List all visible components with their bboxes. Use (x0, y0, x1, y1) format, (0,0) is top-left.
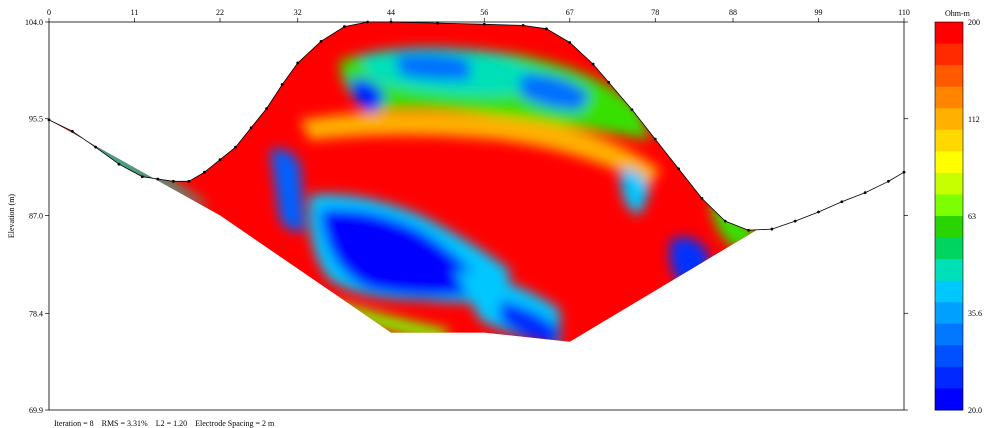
electrode-dot (793, 219, 797, 223)
colorbar-tick-label: 35.6 (968, 309, 982, 318)
colorbar-swatch (935, 345, 963, 368)
electrode-dot (630, 108, 634, 112)
electrode-dot (700, 196, 704, 200)
electrode-dot (902, 170, 906, 174)
colorbar-swatch (935, 259, 963, 282)
x-tick-label: 78 (651, 8, 659, 17)
electrode-dot (265, 107, 269, 110)
electrode-dot (249, 126, 253, 130)
y-axis-title: Elevation (m) (7, 194, 16, 239)
x-axis-ticks: 0 11 22 32 44 56 67 78 88 99 110 (47, 8, 910, 22)
y-tick-label: 87.0 (29, 211, 43, 220)
x-tick-label: 56 (480, 8, 488, 17)
colorbar-swatch (935, 86, 963, 109)
electrode-dot (653, 137, 657, 141)
electrode-dot (70, 129, 74, 133)
electrode-dot (436, 21, 440, 25)
iteration-label: Iteration = 8 (54, 419, 94, 428)
electrode-dot (545, 27, 548, 31)
x-tick-label: 11 (131, 8, 139, 17)
electrode-dot (187, 179, 191, 183)
colorbar-tick-label: 20.0 (968, 406, 982, 415)
colorbar-swatch (935, 366, 963, 389)
colorbar-frame (934, 21, 964, 411)
y-tick-label: 95.5 (29, 115, 43, 124)
x-tick-label: 110 (898, 8, 910, 17)
electrode-dot (140, 175, 144, 179)
x-tick-label: 32 (294, 8, 302, 17)
colorbar-swatch (935, 108, 963, 131)
electrode-dot (607, 80, 611, 84)
y-axis-ticks: 104.0 95.5 87.0 78.4 69.9 (25, 18, 908, 415)
colorbar-swatch (935, 302, 963, 325)
electrode-dot (863, 191, 867, 195)
electrode-dot (568, 41, 572, 44)
colorbar-swatch (935, 194, 963, 217)
colorbar-ticks: 200 112 63 35.6 20.0 (968, 18, 982, 415)
colorbar-swatch (935, 280, 963, 303)
electrode-dot (319, 39, 323, 43)
electrode-dot (342, 25, 346, 28)
rms-label: RMS = 3.31% (101, 419, 148, 428)
electrode-dot (887, 179, 890, 183)
y-tick-label: 69.9 (29, 406, 43, 415)
electrode-markers (47, 20, 906, 232)
colorbar-tick-label: 63 (968, 212, 976, 221)
spacing-label: Electrode Spacing = 2 m (195, 419, 275, 428)
y-tick-label: 104.0 (25, 18, 43, 27)
electrode-dot (366, 20, 370, 24)
colorbar-swatch (935, 151, 963, 174)
x-tick-label: 0 (47, 8, 51, 17)
colorbar-swatch (935, 323, 963, 346)
colorbar-swatch (935, 237, 963, 260)
inversion-stats: Iteration = 8 RMS = 3.31% L2 = 1.20 Electro… (50, 410, 282, 428)
x-tick-label: 88 (729, 8, 737, 17)
electrode-dot (171, 179, 175, 183)
electrode-dot (296, 61, 300, 65)
x-tick-label: 44 (387, 8, 395, 17)
colorbar-swatch (935, 43, 963, 66)
electrode-dot (117, 162, 121, 166)
electrode-dot (723, 219, 727, 223)
colorbar-swatch (935, 22, 963, 45)
electrode-dot (203, 170, 206, 174)
electrode-dot (482, 22, 486, 26)
electrode-dot (234, 145, 237, 149)
electrode-dot (94, 145, 98, 149)
electrode-dot (677, 167, 680, 171)
electrode-dot (47, 118, 51, 122)
colorbar-swatch (935, 129, 963, 152)
electrode-dot (817, 210, 820, 214)
colorbar-swatch (935, 388, 963, 411)
x-tick-label: 99 (815, 8, 823, 17)
electrode-dot (591, 62, 595, 66)
electrode-dot (280, 83, 284, 86)
electrode-dot (747, 228, 750, 232)
colorbar (934, 21, 964, 411)
y-tick-label: 78.4 (29, 309, 43, 318)
l2-label: L2 = 1.20 (155, 419, 188, 428)
x-tick-label: 67 (566, 8, 574, 17)
colorbar-title: Ohm-m (945, 9, 971, 18)
electrode-dot (840, 200, 844, 204)
colorbar-swatch (935, 172, 963, 195)
colorbar-tick-label: 112 (968, 115, 980, 124)
electrode-dot (218, 158, 222, 162)
x-tick-label: 22 (216, 8, 224, 17)
colorbar-tick-label: 200 (968, 18, 980, 27)
colorbar-swatch (935, 65, 963, 88)
colorbar-swatch (935, 216, 963, 239)
electrode-dot (770, 227, 774, 231)
electrode-dot (156, 177, 160, 181)
electrode-dot (521, 24, 525, 27)
